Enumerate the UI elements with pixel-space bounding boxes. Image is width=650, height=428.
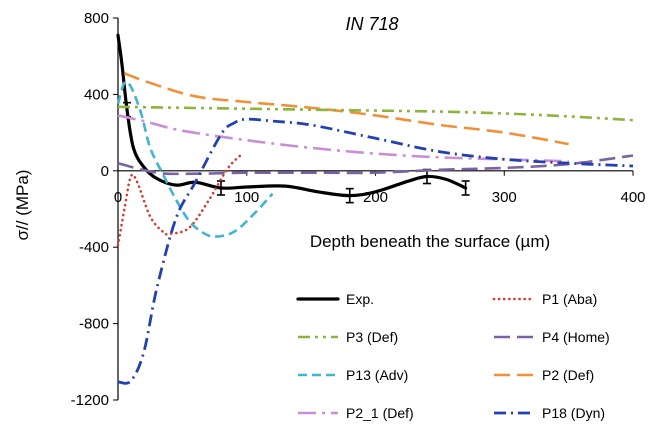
y-tick-label: 400 <box>84 86 109 103</box>
x-tick-label: 300 <box>492 189 517 206</box>
x-tick-label: 100 <box>234 189 259 206</box>
chart-title: IN 718 <box>345 14 398 34</box>
series-line-p4-home <box>117 154 634 176</box>
series-line-p3-def <box>117 105 634 122</box>
series-line-exp <box>116 33 468 198</box>
y-tick-label: -1200 <box>71 392 109 409</box>
series-line-p13-adv <box>116 80 274 238</box>
series-line-p2-1-def <box>117 114 569 163</box>
legend-label: P13 (Adv) <box>346 367 408 383</box>
legend-label: Exp. <box>346 291 374 307</box>
legend-label: P2 (Def) <box>542 367 594 383</box>
y-tick-label: -800 <box>79 316 109 333</box>
y-axis-title: σ// (MPa) <box>13 170 32 241</box>
series-line-p18-dyn <box>117 117 634 385</box>
series-group <box>116 33 634 385</box>
legend-label: P3 (Def) <box>346 329 398 345</box>
legend: Exp. P1 (Aba) P3 (Def) P4 (Home) P13 (Adv) P2… <box>296 291 610 421</box>
y-tick-label: 800 <box>84 10 109 27</box>
legend-label: P1 (Aba) <box>542 291 597 307</box>
x-axis-title: Depth beneath the surface (µm) <box>310 232 550 251</box>
x-tick-label: 400 <box>620 189 645 206</box>
y-tick-label: 0 <box>101 163 109 180</box>
series-line-p2-def <box>123 72 569 146</box>
legend-label: P18 (Dyn) <box>542 405 605 421</box>
y-tick-label: -400 <box>79 239 109 256</box>
legend-label: P4 (Home) <box>542 329 610 345</box>
series-line-p1-aba <box>116 154 242 247</box>
x-tick-label: 0 <box>114 189 122 206</box>
legend-label: P2_1 (Def) <box>346 405 414 421</box>
